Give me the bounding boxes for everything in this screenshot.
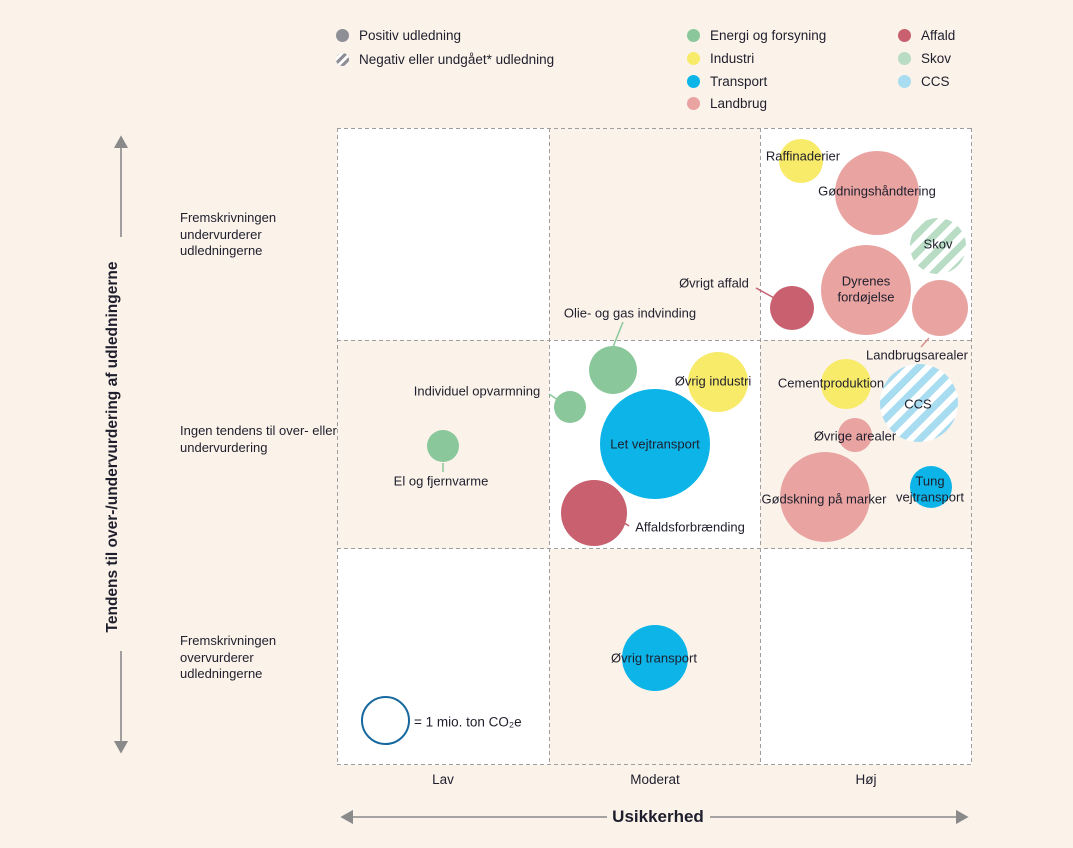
legend-item-affald: Affald	[898, 28, 955, 43]
legend-item-energi: Energi og forsyning	[687, 28, 826, 43]
size-reference-circle-icon	[361, 696, 410, 745]
ccs-dot-icon	[898, 75, 911, 88]
bubble-label-vrig-transport: Øvrig transport	[611, 650, 697, 666]
bubble-vrigt-affald	[770, 286, 814, 330]
grid-cell-r0c0	[337, 128, 549, 340]
legend-item-transport: Transport	[687, 74, 767, 89]
y-category-undervurderer: Fremskrivningen undervurderer udledninge…	[180, 210, 277, 258]
bubble-label-vrige-arealer: Øvrige arealer	[813, 428, 897, 444]
legend-item-ccs: CCS	[898, 74, 950, 89]
bubble-label-let-vejtransport: Let vejtransport	[610, 436, 700, 452]
bubble-label-dyrenes-ford-jelse: Dyrenes fordøjelse	[837, 273, 895, 305]
x-axis-title: Usikkerhed	[612, 807, 704, 826]
bubble-label-raffinaderier: Raffinaderier	[765, 148, 841, 164]
legend-item-industri: Industri	[687, 51, 754, 66]
landbrug-dot-icon	[687, 97, 700, 110]
bubble-label-g-dskning-p-marker: Gødskning på marker	[761, 491, 887, 507]
legend-label: Transport	[710, 74, 768, 89]
y-axis-title: Tendens til over-/undervurdering af udle…	[104, 261, 121, 633]
x-category-moderat: Moderat	[630, 772, 680, 787]
bubble-cementproduktion	[821, 359, 871, 409]
bubble-vrig-industri	[688, 352, 748, 412]
bubble-dyrenes-ford-jelse	[821, 245, 911, 335]
y-category-overvurderer: Fremskrivningen overvurderer udledninger…	[180, 633, 277, 681]
bubble-label-g-dningsh-ndtering: Gødningshåndtering	[818, 183, 936, 199]
bubble-el-og-fjernvarme	[427, 430, 459, 462]
bubble-g-dskning-p-marker	[780, 452, 870, 542]
transport-dot-icon	[687, 75, 700, 88]
size-legend-text: = 1 mio. ton CO₂e	[414, 714, 522, 730]
bubble-label-cementproduktion: Cementproduktion	[777, 375, 885, 391]
legend-label: Affald	[921, 28, 956, 43]
bubble-skov	[910, 218, 966, 274]
bubble-raffinaderier	[779, 139, 823, 183]
x-category-lav: Lav	[432, 772, 454, 787]
legend-item-positiv: Positiv udledning	[336, 28, 461, 43]
hatched-circle-icon	[336, 53, 349, 66]
legend-label: Industri	[710, 51, 755, 66]
legend-item-skov: Skov	[898, 51, 951, 66]
bubble-let-vejtransport	[600, 389, 710, 499]
bubble-vrige-arealer	[838, 418, 872, 452]
bubble-label-individuel-opvarmning: Individuel opvarmning	[413, 383, 541, 399]
bubble-landbrugsarealer	[912, 280, 968, 336]
legend-label: Landbrug	[710, 96, 768, 111]
y-category-ingen-tendens: Ingen tendens til over- eller undervurde…	[180, 423, 337, 455]
grid-cell-r2c2	[760, 549, 972, 765]
energi-dot-icon	[687, 29, 700, 42]
bubble-label-vrig-industri: Øvrig industri	[674, 373, 752, 389]
bubble-g-dningsh-ndtering	[835, 151, 919, 235]
affald-dot-icon	[898, 29, 911, 42]
bubble-vrig-transport	[622, 625, 688, 691]
bubble-label-landbrugsarealer: Landbrugsarealer	[866, 347, 968, 363]
bubble-label-skov: Skov	[923, 236, 953, 252]
bubble-label-affaldsforbr-nding: Affaldsforbrænding	[635, 519, 745, 535]
x-category-hoej: Høj	[855, 772, 877, 787]
bubble-affaldsforbr-nding	[561, 480, 627, 546]
legend-label: Positiv udledning	[359, 28, 462, 43]
legend-label: Negativ eller undgået* udledning	[359, 52, 555, 67]
legend-label: Energi og forsyning	[710, 28, 827, 43]
bubble-ccs	[880, 364, 958, 442]
legend-label: Skov	[921, 51, 952, 66]
skov-dot-icon	[898, 52, 911, 65]
industri-dot-icon	[687, 52, 700, 65]
bubble-label-olie-og-gas-indvinding: Olie- og gas indvinding	[563, 305, 697, 321]
legend-label: CCS	[921, 74, 950, 89]
bubble-label-vrigt-affald: Øvrigt affald	[679, 275, 749, 291]
bubble-individuel-opvarmning	[554, 391, 586, 423]
legend-item-negativ: Negativ eller undgået* udledning	[336, 52, 554, 67]
solid-circle-icon	[336, 29, 349, 42]
bubble-label-ccs: CCS	[904, 396, 932, 412]
bubble-olie-og-gas-indvinding	[589, 346, 637, 394]
bubble-tung-vejtransport	[910, 466, 952, 508]
bubble-label-tung-vejtransport: Tung vejtransport	[896, 473, 964, 505]
legend-item-landbrug: Landbrug	[687, 96, 767, 111]
bubble-label-el-og-fjernvarme: El og fjernvarme	[393, 473, 489, 489]
